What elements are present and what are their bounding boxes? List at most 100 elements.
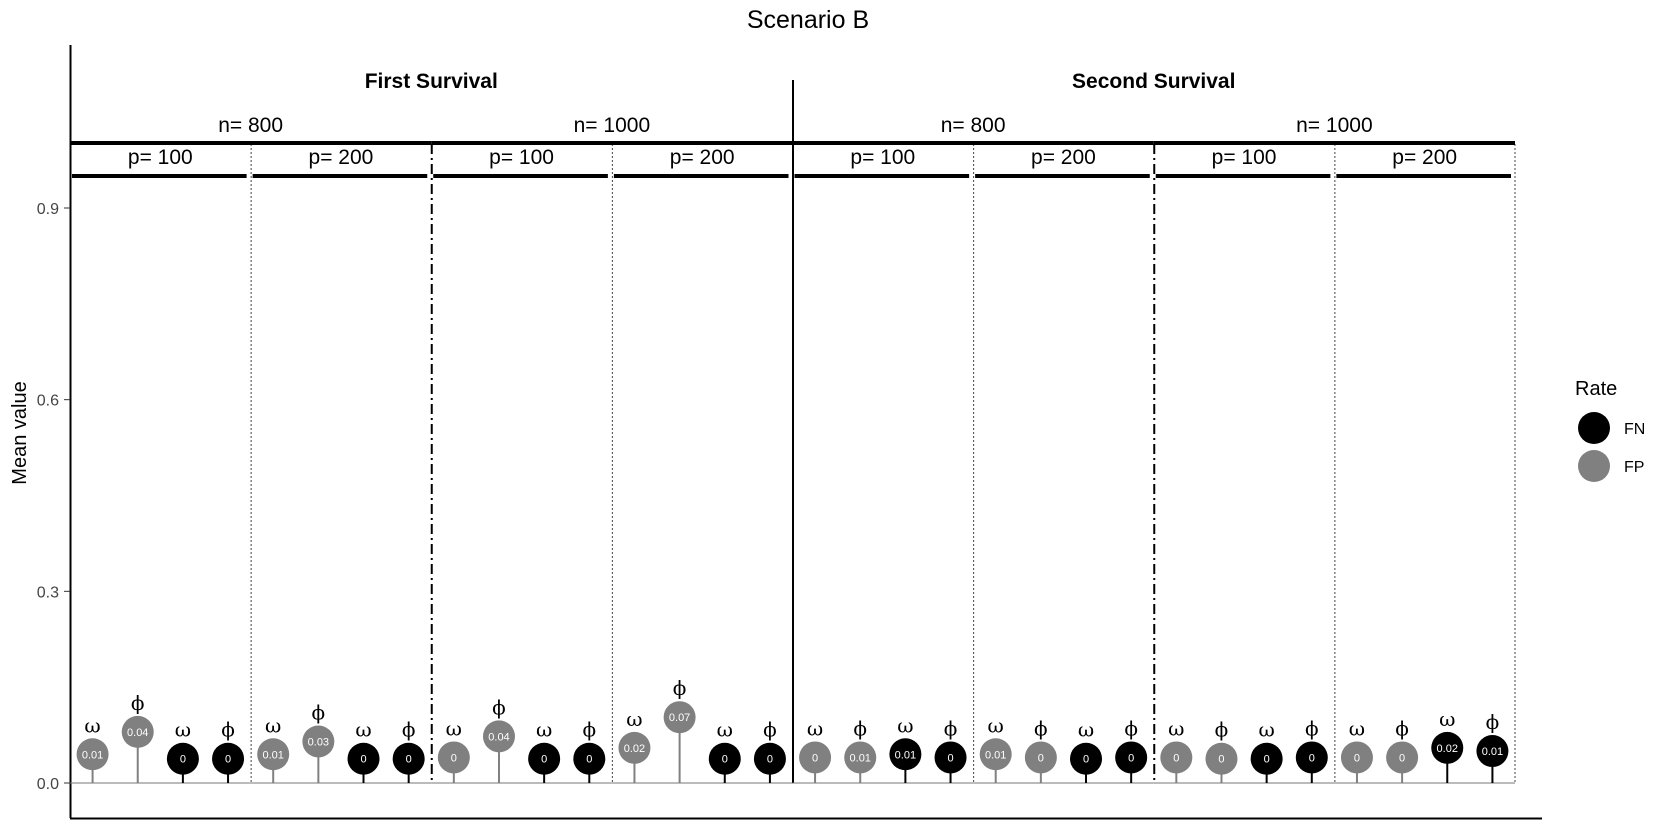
data-point-fp	[437, 741, 470, 774]
data-point-fp	[121, 715, 154, 748]
param-symbol: ω	[536, 718, 552, 742]
param-symbol: ϕ	[402, 718, 416, 742]
data-point-fp	[482, 720, 515, 753]
data-point-fp	[618, 731, 651, 764]
param-symbol: ϕ	[853, 716, 867, 740]
param-symbol: ω	[897, 713, 913, 737]
param-symbol: ϕ	[1034, 716, 1048, 740]
data-value-label: 0	[541, 754, 547, 766]
param-symbol: ω	[175, 718, 191, 742]
data-value-label: 0	[586, 754, 592, 766]
data-value-label: 0.04	[127, 727, 148, 739]
y-tick-label: 0.6	[37, 393, 59, 410]
legend: Rate FN FP	[1575, 378, 1645, 482]
n-label: n= 800	[218, 114, 283, 137]
data-value-label: 0	[1218, 754, 1224, 766]
p-label: p= 200	[309, 146, 374, 169]
data-value-label: 0	[1128, 752, 1134, 764]
data-value-label: 0.01	[1482, 746, 1503, 758]
p-label: p= 100	[128, 146, 193, 169]
param-symbol: ϕ	[1486, 710, 1500, 734]
data-point-fn	[166, 742, 199, 775]
param-symbol: ϕ	[582, 718, 596, 742]
param-symbol: ϕ	[312, 700, 326, 724]
data-value-label: 0	[1354, 752, 1360, 764]
data-point-fn	[1295, 741, 1328, 774]
legend-title: Rate	[1575, 378, 1617, 400]
param-symbol: ϕ	[763, 718, 777, 742]
data-point-fn	[1250, 742, 1283, 775]
data-value-label: 0.07	[669, 712, 690, 724]
data-value-label: 0	[1264, 754, 1270, 766]
data-point-fn	[753, 742, 786, 775]
data-point-fp	[844, 741, 877, 774]
data-value-label: 0.01	[895, 749, 916, 761]
p-label: p= 200	[670, 146, 735, 169]
param-symbol: ω	[1439, 707, 1455, 731]
data-point-fn	[934, 741, 967, 774]
n-label: n= 1000	[574, 114, 651, 137]
data-value-label: 0	[1173, 752, 1179, 764]
p-label: p= 200	[1031, 146, 1096, 169]
legend-marker-fn	[1578, 412, 1610, 444]
chart-title: Scenario B	[747, 6, 869, 34]
data-value-label: 0	[1038, 752, 1044, 764]
data-value-label: 0	[180, 754, 186, 766]
data-value-label: 0.02	[1437, 743, 1458, 755]
data-value-label: 0	[947, 752, 953, 764]
param-symbol: ω	[717, 718, 733, 742]
data-point-fp	[1386, 741, 1419, 774]
panels: First Survival n= 800 p= 100 0.01 ω 0.04 ϕ 0 ω 0 ϕ…	[70, 70, 1516, 784]
data-point-fp	[302, 725, 335, 758]
param-symbol: ϕ	[131, 691, 145, 715]
data-value-label: 0	[722, 754, 728, 766]
p-label: p= 100	[489, 146, 554, 169]
y-ticks: 0.0 0.3 0.6 0.9	[37, 201, 70, 793]
param-symbol: ω	[626, 707, 642, 731]
data-value-label: 0.01	[262, 749, 283, 761]
data-value-label: 0.01	[850, 752, 871, 764]
group-label: Second Survival	[1072, 70, 1235, 93]
data-value-label: 0.04	[488, 731, 509, 743]
y-tick-label: 0.3	[37, 584, 59, 601]
data-value-label: 0	[360, 754, 366, 766]
data-point-fn	[347, 742, 380, 775]
data-point-fp	[1205, 742, 1238, 775]
param-symbol: ϕ	[673, 676, 687, 700]
p-label: p= 100	[850, 146, 915, 169]
data-point-fn	[1476, 735, 1509, 768]
data-value-label: 0.02	[624, 743, 645, 755]
data-point-fn	[1115, 741, 1148, 774]
y-tick-label: 0.9	[37, 201, 59, 218]
param-symbol: ω	[988, 713, 1004, 737]
data-value-label: 0.01	[82, 749, 103, 761]
data-point-fp	[1160, 741, 1193, 774]
p-label: p= 200	[1392, 146, 1457, 169]
data-point-fp	[1024, 741, 1057, 774]
data-point-fp	[76, 738, 109, 771]
param-symbol: ω	[265, 713, 281, 737]
data-point-fp	[799, 741, 832, 774]
data-value-label: 0	[406, 754, 412, 766]
param-symbol: ϕ	[1215, 718, 1229, 742]
n-label: n= 1000	[1296, 114, 1373, 137]
param-symbol: ω	[1078, 718, 1094, 742]
data-point-fn	[1431, 731, 1464, 764]
y-axis-title: Mean value	[9, 381, 31, 484]
param-symbol: ϕ	[944, 716, 958, 740]
param-symbol: ϕ	[221, 718, 235, 742]
data-point-fn	[889, 738, 922, 771]
n-label: n= 800	[941, 114, 1006, 137]
data-point-fn	[708, 742, 741, 775]
param-symbol: ω	[1349, 716, 1365, 740]
data-point-fn	[1070, 742, 1103, 775]
p-label: p= 100	[1212, 146, 1277, 169]
data-value-label: 0	[1309, 752, 1315, 764]
param-symbol: ϕ	[492, 695, 506, 719]
legend-label: FP	[1624, 459, 1644, 476]
param-symbol: ω	[84, 713, 100, 737]
param-symbol: ω	[355, 718, 371, 742]
param-symbol: ϕ	[1305, 716, 1319, 740]
data-point-fn	[212, 742, 245, 775]
